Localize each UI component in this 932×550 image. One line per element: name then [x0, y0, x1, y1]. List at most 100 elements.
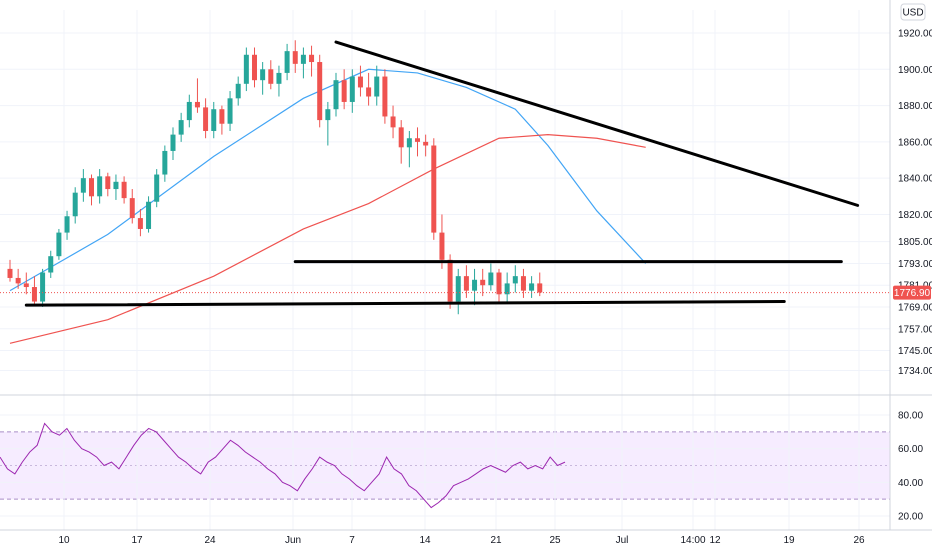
rsi-y-tick-label: 80.00: [898, 411, 923, 422]
candle-body: [137, 218, 143, 229]
candle: [154, 169, 160, 208]
candle-body: [72, 192, 78, 217]
candle-body: [366, 87, 372, 97]
candle: [496, 268, 502, 302]
candle: [23, 272, 29, 295]
x-tick-label: 12: [709, 535, 721, 546]
candle: [268, 60, 274, 90]
last-price-label: 1776.90: [894, 288, 931, 299]
trendline[interactable]: [24, 300, 786, 307]
candle-body: [23, 283, 29, 288]
y-tick-label: 1769.00: [898, 302, 932, 313]
y-tick-label: 1900.00: [898, 65, 932, 76]
candle-body: [423, 141, 429, 146]
candle: [423, 134, 429, 157]
y-tick-label: 1860.00: [898, 137, 932, 148]
candle: [341, 69, 347, 110]
candle: [520, 268, 526, 298]
candle-body: [512, 276, 518, 284]
y-tick-label: 1840.00: [898, 174, 932, 185]
trendline[interactable]: [334, 40, 860, 207]
x-tick-label: 21: [490, 535, 502, 546]
currency-badge[interactable]: USD: [900, 3, 926, 21]
x-tick-label: 7: [349, 535, 355, 546]
candle-body: [129, 198, 135, 219]
candle-body: [415, 138, 420, 142]
candle: [366, 72, 372, 106]
candle-body: [243, 54, 249, 84]
candle-body: [480, 279, 486, 286]
ma-fast-line: [9, 68, 647, 292]
candle: [113, 174, 119, 200]
candle-body: [504, 283, 510, 295]
x-tick-label: 14:00: [680, 535, 705, 546]
x-tick-label: 24: [204, 535, 216, 546]
y-tick-label: 1920.00: [898, 29, 932, 40]
y-tick-label: 1880.00: [898, 101, 932, 112]
candle-body: [97, 176, 103, 197]
candle-body: [268, 69, 274, 84]
candlesticks: [7, 40, 543, 315]
candle-body: [390, 116, 396, 128]
candle: [447, 254, 453, 309]
candle: [227, 91, 233, 131]
grid: [0, 10, 890, 530]
candle: [455, 268, 461, 315]
candle: [292, 40, 298, 73]
candle-body: [162, 150, 168, 175]
candle-body: [121, 181, 127, 199]
x-tick-label: Jun: [285, 535, 301, 546]
candle: [203, 98, 209, 139]
rsi-band: [0, 431, 890, 500]
candle: [284, 43, 290, 81]
currency-label: USD: [902, 8, 923, 19]
candle-body: [382, 76, 388, 117]
candle: [178, 112, 184, 142]
candle-body: [40, 272, 46, 302]
x-tick-label: 17: [131, 535, 143, 546]
rsi-y-tick-label: 20.00: [898, 512, 923, 523]
candle: [537, 272, 543, 297]
candle-body: [520, 276, 526, 291]
candle-body: [325, 109, 331, 121]
candle-body: [219, 109, 225, 124]
candle-body: [472, 279, 478, 291]
candle-body: [317, 62, 323, 121]
candle: [162, 145, 168, 182]
rsi-y-tick-label: 40.00: [898, 478, 923, 489]
candle: [504, 272, 510, 302]
candle: [40, 268, 46, 307]
candle-body: [309, 54, 315, 63]
candle-body: [431, 145, 437, 233]
candle: [260, 62, 266, 95]
candle: [480, 268, 486, 297]
trendlines: [0, 40, 890, 307]
candle-body: [146, 201, 152, 229]
candle-body: [488, 272, 494, 286]
rsi-line: [0, 422, 566, 509]
y-tick-label: 1734.00: [898, 366, 932, 377]
last-price-badge: 1776.90: [893, 285, 931, 300]
candle: [72, 187, 78, 224]
x-tick-label: 26: [853, 535, 865, 546]
candle-body: [7, 268, 13, 278]
candle-body: [170, 134, 176, 151]
candle: [252, 47, 257, 88]
candle: [219, 105, 225, 135]
candle-body: [447, 259, 453, 302]
candle-body: [252, 54, 257, 81]
candle: [431, 138, 437, 240]
candle: [374, 65, 380, 106]
candle: [529, 276, 535, 298]
candle: [300, 47, 306, 79]
candle: [488, 263, 494, 291]
x-tick-label: 10: [58, 535, 70, 546]
candle-body: [341, 80, 347, 102]
candle-body: [64, 216, 70, 233]
candle: [64, 210, 70, 240]
candle-body: [529, 283, 535, 291]
candle-body: [56, 232, 62, 257]
candle: [80, 169, 86, 202]
